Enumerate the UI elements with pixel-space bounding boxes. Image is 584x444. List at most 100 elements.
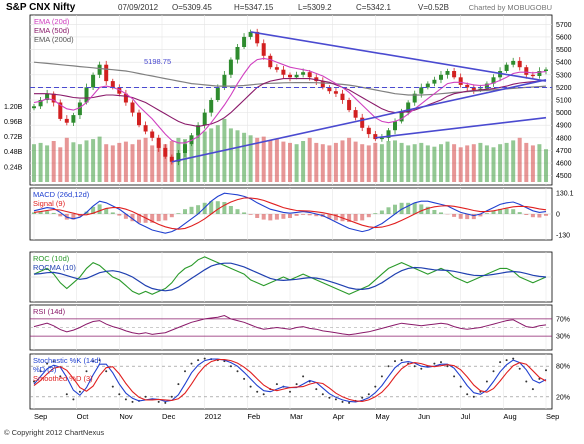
volume-bar	[452, 144, 456, 182]
stoch-k-dot	[250, 386, 252, 388]
signal-label: Signal (9)	[33, 199, 66, 208]
volume-bar	[347, 138, 351, 182]
legend-ema20: EMA (20d)	[34, 17, 70, 26]
candle-body	[524, 67, 528, 75]
macd-histogram-bar	[524, 214, 528, 215]
macd-histogram-bar	[387, 207, 391, 214]
candle-body	[262, 43, 266, 56]
stoch-sd-label: Smoothed %D (3)	[33, 374, 93, 383]
candle-body	[98, 65, 102, 75]
macd-histogram-bar	[216, 201, 220, 214]
macd-histogram-bar	[236, 209, 240, 214]
volume-bar	[150, 145, 154, 182]
volume-bar	[360, 144, 364, 182]
candle-body	[347, 100, 351, 110]
macd-histogram-bar	[275, 214, 279, 220]
candle-body	[439, 75, 443, 80]
stoch-k-dot	[237, 370, 239, 372]
candle-body	[354, 110, 358, 118]
candle-body	[432, 80, 436, 84]
candle-body	[334, 91, 338, 94]
price-y-tick: 5200	[556, 85, 572, 92]
volume-bar	[242, 133, 246, 182]
volume-bar	[524, 143, 528, 182]
volume-bar	[137, 140, 141, 182]
macd-histogram-bar	[505, 209, 509, 214]
macd-histogram-bar	[190, 207, 194, 214]
candle-body	[157, 138, 161, 148]
macd-histogram-bar	[301, 214, 305, 215]
stoch-k-dot	[105, 370, 107, 372]
volume-bar	[32, 144, 36, 182]
volume-bar	[537, 144, 541, 182]
x-tick-label: Sep	[546, 412, 559, 421]
volume-bar	[288, 143, 292, 182]
stoch-k-dot	[473, 396, 475, 398]
volume-bar	[459, 147, 463, 182]
macd-histogram-bar	[268, 214, 272, 220]
macd-histogram-bar	[98, 204, 102, 214]
x-tick-label: Aug	[503, 412, 516, 421]
volume-bar	[236, 130, 240, 182]
volume-bar	[492, 147, 496, 182]
stoch-k-dot	[125, 398, 127, 400]
volume-bar	[498, 144, 502, 182]
volume-bar	[124, 142, 128, 182]
macd-histogram-bar	[170, 214, 174, 217]
candle-body	[203, 113, 207, 126]
macd-histogram-bar	[419, 204, 423, 214]
stoch-k-dot	[348, 402, 350, 404]
volume-y-tick: 1.20B	[4, 104, 23, 111]
x-tick-label: Oct	[77, 412, 90, 421]
candle-body	[137, 113, 141, 126]
macd-histogram-bar	[531, 214, 535, 217]
volume-y-tick: 0.72B	[4, 134, 23, 141]
volume-bar	[400, 143, 404, 182]
stoch-k-dot	[296, 383, 298, 385]
chart-title: S&P CNX Nifty	[6, 2, 76, 13]
candle-body	[209, 100, 213, 113]
stoch-k-dot	[118, 393, 120, 395]
volume-bar	[301, 141, 305, 182]
volume-bar	[380, 144, 384, 182]
candle-body	[144, 125, 148, 131]
rsi-y-tick: 70%	[556, 316, 570, 323]
macd-label: MACD (26d,12d)	[33, 190, 90, 199]
price-y-tick: 5600	[556, 34, 572, 41]
macd-histogram-bar	[295, 214, 299, 216]
macd-histogram-bar	[229, 206, 233, 214]
candle-body	[281, 70, 285, 75]
candle-body	[465, 85, 469, 88]
stoch-k-dot	[532, 388, 534, 390]
candle-body	[419, 87, 423, 93]
volume-bar	[262, 137, 266, 182]
volume-bar	[249, 135, 253, 182]
macd-histogram-bar	[413, 203, 417, 214]
macd-histogram-bar	[249, 214, 253, 215]
stoch-d-label: %D (3)	[33, 365, 57, 374]
macd-histogram-bar	[459, 214, 463, 219]
macd-histogram-bar	[360, 214, 364, 220]
header-volume: V=0.52B	[418, 3, 449, 12]
macd-histogram-bar	[452, 214, 456, 217]
macd-histogram-bar	[222, 202, 226, 214]
stoch-k-dot	[158, 401, 160, 403]
volume-bar	[478, 143, 482, 182]
price-y-tick: 4700	[556, 148, 572, 155]
volume-bar	[531, 145, 535, 182]
volume-bar	[314, 143, 318, 182]
candle-body	[301, 72, 305, 75]
candle-body	[400, 113, 404, 122]
candle-body	[544, 70, 548, 72]
macd-y-tick: 130.1	[556, 191, 574, 198]
candle-body	[446, 71, 450, 75]
volume-bar	[78, 144, 82, 182]
stoch-k-dot	[86, 370, 88, 372]
stoch-k-dot	[256, 391, 258, 393]
header-high: H=5347.15	[234, 3, 274, 12]
volume-bar	[203, 132, 207, 183]
macd-histogram-bar	[262, 214, 266, 220]
volume-y-tick: 0.24B	[4, 164, 23, 171]
price-y-tick: 5700	[556, 22, 572, 29]
x-tick-label: 2012	[205, 412, 222, 421]
